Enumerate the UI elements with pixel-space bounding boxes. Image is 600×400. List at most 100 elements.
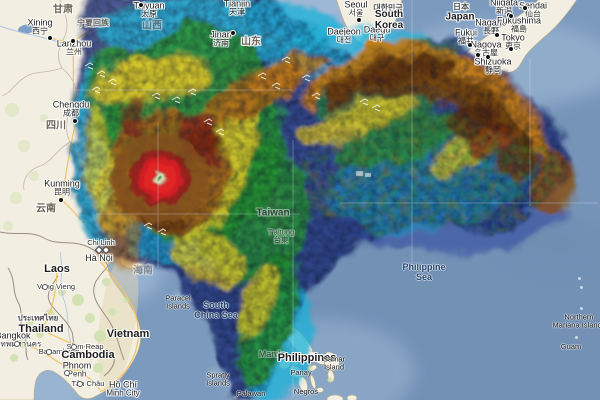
city-dot [522, 5, 528, 11]
map-label-daegu: Daegu 대구 [363, 24, 391, 43]
circle-marker [14, 341, 20, 347]
korea [336, 0, 402, 47]
map-label-chi-linh: Chi Linh [87, 237, 115, 247]
map-label-sichuan: 四川 [46, 120, 66, 132]
map-label-bangkok: Bangkokกรุงเทพมหานคร [0, 330, 42, 349]
graticule [62, 0, 598, 398]
map-label-palawan: Palawan [236, 388, 266, 398]
map-label-tianjin: Tianjin 天津 [223, 0, 251, 17]
map-label-jinan: Jinan 济南 [210, 29, 232, 48]
map-label-manila: Manila [258, 348, 286, 359]
map-label-lanzhou: Lanzhou 兰州 [56, 38, 92, 57]
map-label-shizuoka: Shizuoka 静岡 [474, 56, 512, 75]
map-label-philippine-sea: Philippine Sea [402, 261, 446, 282]
map-label-ho-chi-minh: Hồ Chí Minh City [106, 379, 140, 398]
map-label-laos: Laos [44, 262, 70, 275]
mainland-asia [0, 0, 286, 400]
city-dot [138, 2, 144, 8]
city-dot [494, 32, 500, 38]
sado [495, 4, 505, 10]
borders [0, 0, 125, 377]
ryukyu-islands [353, 140, 395, 185]
city-dot [58, 197, 64, 203]
map-label-samar-island: Samar Island [322, 354, 346, 372]
taiwan [264, 195, 286, 238]
map-label-thailand: Thailand [18, 322, 64, 335]
map-label-taiyuan: Taiyuan 太原 [133, 0, 165, 19]
diamond-marker [94, 245, 104, 255]
map-label-vietnam: Vietnam [106, 327, 150, 340]
hainan-island [119, 247, 149, 269]
city-dot [356, 17, 362, 23]
jeju [347, 53, 359, 61]
city-dot [475, 52, 481, 58]
map-label-vang-vieng: Vang Vieng [36, 281, 76, 291]
map-label-japan: Japan [445, 11, 475, 23]
diamond-marker [101, 245, 111, 255]
circle-marker [42, 284, 48, 290]
map-label-paracel-islands: Paracel Islands [165, 293, 191, 311]
map-label-chengdu: Chengdu 成都 [52, 99, 90, 118]
qinghai-lake [18, 24, 36, 34]
mekong-river [59, 251, 73, 347]
circle-marker [77, 381, 83, 387]
map-label-niigata: Niigata 新潟 [489, 0, 519, 16]
map-label-gansu: 甘肃 [53, 4, 73, 16]
map-label-negros: Negros [293, 386, 319, 396]
map-label-taiwan: Taiwan [256, 207, 290, 219]
map-label-siem-reap: Siem Reap [66, 341, 104, 351]
map-label-japan-native: 日本 [453, 2, 469, 12]
bathymetry [7, 0, 600, 400]
map-label-kunming: Kunming 昆明 [44, 178, 80, 197]
islet-marker [580, 286, 583, 289]
map-label-fukushima: Fukushima 福島 [496, 15, 542, 34]
circle-marker [46, 349, 52, 355]
map-label-south-korea: South Korea [374, 8, 404, 31]
map-label-tan-chau: Tân Châu [71, 378, 105, 388]
city-dot [72, 118, 78, 124]
map-label-philippines: Philippines [277, 351, 337, 364]
city-dot [70, 38, 76, 44]
city-dot [230, 30, 236, 36]
map-label-cambodia: Cambodia [61, 348, 115, 361]
map-label-guam: Guam [560, 341, 582, 351]
city-dot [485, 54, 491, 60]
map-label-seoul: Seoul 서울 [344, 0, 368, 18]
water-features [0, 24, 105, 347]
map-label-hanoi: Hà Nội [85, 252, 113, 263]
storm-cloud [72, 0, 577, 400]
map-label-spratly-islands: Spratly Islands [206, 370, 230, 388]
map-label-phnom-penh: Phnom Penh [62, 360, 92, 379]
kyushu [422, 77, 446, 95]
map-label-nagoya: Nagoya 名古屋 [470, 39, 502, 58]
wind-annotations [84, 56, 381, 236]
map-label-nagano: Nagano 長野 [475, 17, 507, 36]
islet-marker [575, 336, 578, 339]
map-label-daejeon: Daejeon 대전 [327, 26, 361, 45]
shikoku [449, 73, 469, 85]
city-dot [467, 42, 473, 48]
map-label-panay: Panay [290, 367, 312, 377]
map-label-korea-native: 대한민국 [373, 3, 403, 13]
map-label-xining: Xining 西宁 [27, 17, 53, 36]
honshu [431, 0, 578, 104]
storm-eye [112, 134, 208, 222]
map-label-yunnan: 云南 [36, 203, 56, 215]
map-label-tokyo: Tokyo 東京 [501, 32, 525, 51]
roads [12, 5, 141, 393]
city-dot [47, 35, 53, 41]
city-dot [508, 46, 514, 52]
map-label-fukui: Fukui 福井 [454, 27, 478, 46]
map-label-battambang: Battambang [38, 346, 80, 356]
map-label-sendai: Sendai 仙台 [518, 0, 548, 19]
map-label-shandong: 山东 [241, 36, 261, 48]
map-label-taitung: T'aitung 台東 [267, 227, 295, 245]
city-dot [506, 12, 512, 18]
